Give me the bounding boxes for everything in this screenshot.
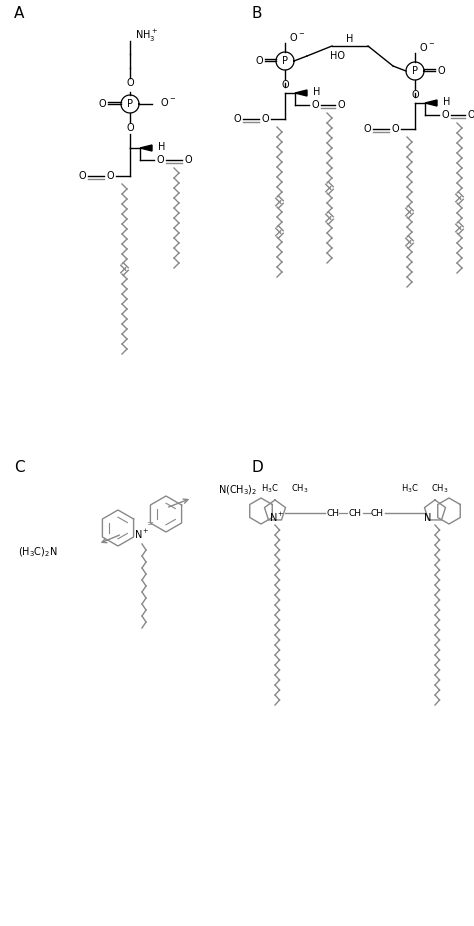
Text: $\mathregular{H_3C}$: $\mathregular{H_3C}$ [261,482,279,495]
Text: $\mathregular{H_3C}$: $\mathregular{H_3C}$ [401,482,419,495]
Text: $\mathregular{N^+}$: $\mathregular{N^+}$ [134,528,150,541]
Text: $\mathregular{N(CH_3)_2}$: $\mathregular{N(CH_3)_2}$ [218,483,257,497]
Text: P: P [127,99,133,109]
Polygon shape [140,145,152,151]
Text: A: A [14,6,24,21]
Text: $\mathregular{N^+}$: $\mathregular{N^+}$ [269,510,285,523]
Polygon shape [295,90,307,96]
Text: $\mathregular{O^-}$: $\mathregular{O^-}$ [160,96,176,108]
Text: H: H [313,87,320,97]
Text: P: P [282,56,288,66]
Text: CH: CH [327,508,339,518]
Text: CH: CH [371,508,383,518]
Text: O: O [337,100,345,110]
Text: $\mathregular{N}$: $\mathregular{N}$ [423,511,431,523]
Text: H: H [443,97,450,107]
Text: O: O [255,56,263,66]
Text: C: C [14,460,25,475]
Text: O: O [411,90,419,100]
Text: CH: CH [348,508,362,518]
Text: O: O [363,124,371,134]
Text: O: O [98,99,106,109]
Text: O: O [233,114,241,124]
Text: $\mathregular{CH_3}$: $\mathregular{CH_3}$ [291,482,309,495]
Polygon shape [425,100,437,106]
Text: P: P [412,66,418,76]
Text: O: O [261,114,269,124]
Text: O: O [126,123,134,133]
Text: =: = [146,519,154,529]
Text: $\mathregular{CH_3}$: $\mathregular{CH_3}$ [431,482,448,495]
Text: O: O [391,124,399,134]
Text: $\mathregular{(H_3C)_2N}$: $\mathregular{(H_3C)_2N}$ [18,545,58,558]
Text: O: O [126,78,134,88]
Text: O: O [311,100,319,110]
Text: O: O [184,155,192,165]
Text: O: O [106,171,114,181]
Text: O: O [467,110,474,120]
Text: B: B [252,6,263,21]
Text: D: D [252,460,264,475]
Text: O: O [156,155,164,165]
Text: $\mathregular{O^-}$: $\mathregular{O^-}$ [419,41,435,53]
Text: HO: HO [330,51,345,61]
Text: O: O [441,110,449,120]
Text: $\mathregular{NH_3^+}$: $\mathregular{NH_3^+}$ [135,28,158,44]
Text: H: H [158,142,165,152]
Text: H: H [346,34,354,44]
Text: O: O [78,171,86,181]
Text: O: O [281,80,289,90]
Text: $\mathregular{O^-}$: $\mathregular{O^-}$ [289,31,305,43]
Text: O: O [437,66,445,76]
